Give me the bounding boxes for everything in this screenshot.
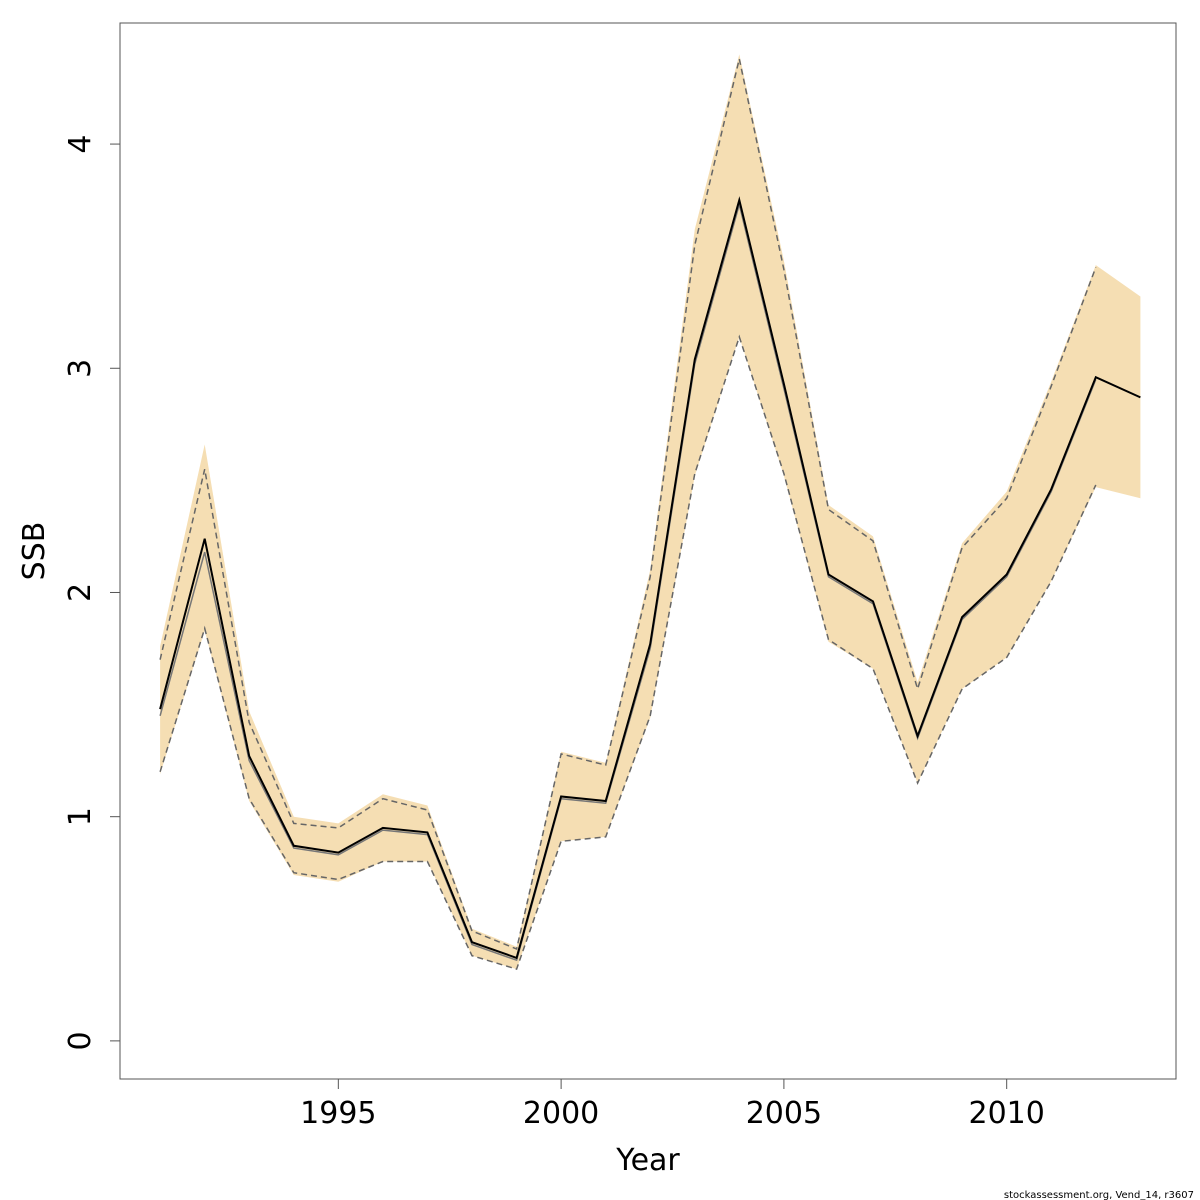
ssb-estimate-line [159, 196, 1141, 960]
plot-frame [119, 22, 1177, 1080]
y-axis-title: SSB [17, 522, 52, 581]
axes: 1995 2000 2005 2010 0 1 2 3 4 [63, 135, 1045, 1131]
series-layer [159, 58, 1141, 971]
y-tick-label: 1 [63, 807, 98, 826]
x-tick-label: 2000 [523, 1096, 599, 1131]
x-axis-title: Year [615, 1143, 680, 1178]
x-tick-label: 1995 [300, 1096, 376, 1131]
y-tick-label: 0 [63, 1031, 98, 1050]
y-tick-label: 2 [63, 583, 98, 602]
previous-lower-bound-line [159, 334, 1097, 971]
x-tick-label: 2010 [969, 1096, 1045, 1131]
y-tick-label: 3 [63, 359, 98, 378]
y-tick-label: 4 [63, 135, 98, 154]
x-tick-label: 2005 [746, 1096, 822, 1131]
footer-credit: stockassessment.org, Vend_14, r3607 [1004, 1190, 1194, 1200]
previous-upper-bound-line [159, 58, 1097, 951]
